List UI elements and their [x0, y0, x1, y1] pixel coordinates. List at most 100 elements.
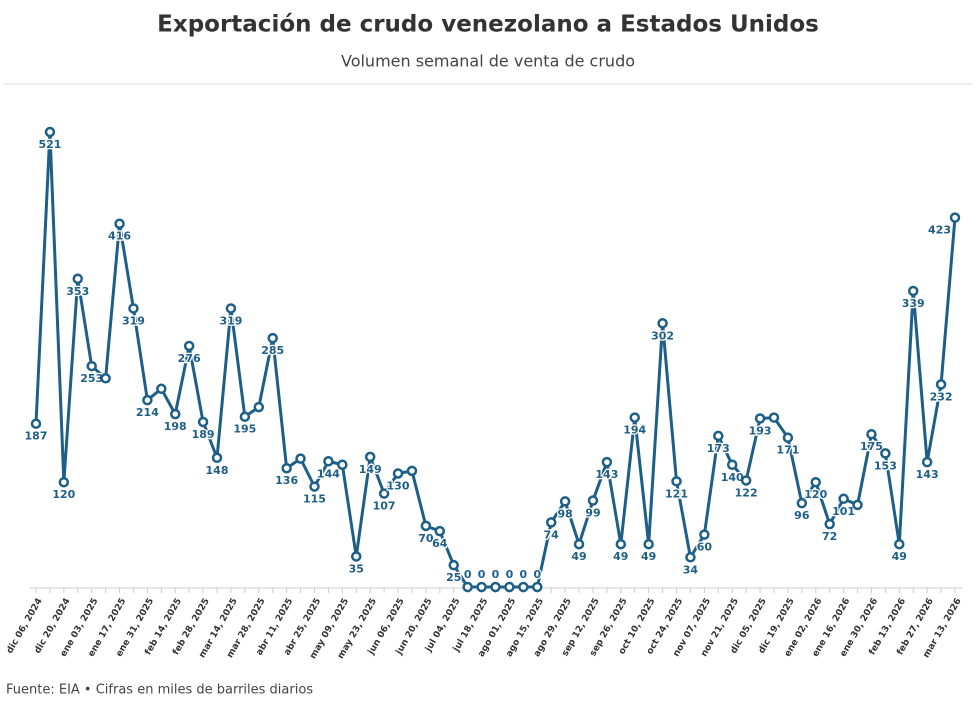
data-label: 171	[776, 444, 799, 457]
point	[545, 517, 557, 528]
point	[907, 285, 919, 297]
data-label: 25	[446, 571, 461, 584]
point	[295, 453, 306, 464]
data-label: 74	[544, 528, 560, 541]
point	[30, 418, 42, 429]
data-label: 101	[832, 505, 855, 518]
data-label: 339	[902, 297, 925, 310]
data-label: 49	[641, 550, 656, 563]
point	[852, 499, 863, 511]
point	[211, 452, 223, 464]
data-label: 35	[349, 562, 364, 575]
data-label: 423	[928, 224, 951, 237]
data-label: 34	[683, 563, 699, 576]
point	[406, 465, 418, 477]
data-label: 193	[749, 424, 772, 437]
data-label: 0	[492, 568, 500, 581]
data-label: 353	[66, 285, 89, 298]
point	[364, 451, 376, 463]
point	[768, 412, 780, 423]
data-label: 115	[303, 493, 326, 506]
chart-title: Exportación de crudo venezolano a Estado…	[157, 12, 819, 38]
line	[34, 130, 957, 589]
point	[573, 538, 585, 550]
point	[685, 552, 696, 563]
point	[44, 126, 56, 138]
point	[518, 581, 529, 593]
point	[183, 340, 195, 352]
chart-subtitle: Volumen semanal de venta de crudo	[341, 52, 635, 71]
data-label: 49	[571, 550, 586, 563]
point	[351, 551, 362, 562]
data-label: 0	[506, 568, 514, 581]
point	[726, 459, 738, 470]
data-label: 0	[478, 568, 486, 581]
point	[337, 459, 348, 470]
data-label: 0	[464, 568, 472, 581]
point	[880, 448, 891, 459]
data-label: 214	[136, 406, 159, 419]
source: Fuente: EIA • Cifras en miles de barrile…	[6, 683, 313, 698]
point	[796, 497, 808, 509]
point	[532, 581, 543, 593]
point	[281, 462, 292, 474]
data-label: 121	[665, 487, 688, 500]
data-label: 189	[192, 428, 215, 441]
point	[810, 476, 822, 488]
point	[169, 408, 181, 420]
point	[935, 379, 947, 390]
point	[156, 383, 167, 395]
data-label: 416	[108, 230, 131, 243]
data-label: 148	[206, 464, 229, 477]
point	[267, 332, 278, 344]
data-label: 198	[164, 420, 187, 433]
data-label: 276	[178, 352, 201, 365]
data-label: 72	[822, 530, 837, 543]
point	[657, 318, 668, 329]
data-label: 195	[233, 423, 256, 436]
point	[448, 559, 459, 571]
data-label: 49	[613, 550, 628, 563]
data-label: 521	[38, 138, 61, 151]
point	[58, 476, 70, 488]
data-label: 70	[418, 532, 434, 545]
data-label: 173	[707, 442, 730, 455]
data-label: 143	[595, 468, 618, 481]
point	[434, 525, 446, 537]
data-label: 96	[794, 509, 810, 522]
point	[643, 538, 654, 550]
point	[86, 360, 97, 372]
data-label: 187	[25, 430, 48, 443]
point	[671, 476, 682, 487]
point	[949, 212, 961, 223]
point	[866, 428, 877, 440]
data-label: 194	[623, 424, 646, 437]
point	[838, 493, 849, 505]
data-label: 153	[874, 459, 897, 472]
data-label: 60	[697, 541, 713, 554]
data-label: 107	[373, 500, 396, 513]
point	[615, 538, 627, 550]
data-label: 175	[860, 440, 883, 453]
point	[601, 456, 613, 468]
point	[587, 495, 599, 506]
point	[740, 475, 752, 486]
point	[420, 520, 432, 532]
point	[128, 303, 139, 314]
point	[490, 581, 501, 593]
data-label: 285	[261, 344, 284, 357]
point	[392, 468, 404, 479]
point	[629, 412, 640, 423]
data-label: 120	[804, 488, 827, 501]
data-label: 98	[557, 507, 572, 520]
point	[197, 416, 209, 428]
data-label: 253	[80, 372, 103, 385]
point	[921, 456, 933, 468]
point	[462, 581, 473, 593]
point	[72, 273, 84, 285]
point	[323, 456, 334, 467]
data-label: 302	[651, 329, 674, 342]
data-label: 232	[930, 390, 953, 403]
point	[142, 394, 153, 406]
point	[559, 496, 571, 507]
